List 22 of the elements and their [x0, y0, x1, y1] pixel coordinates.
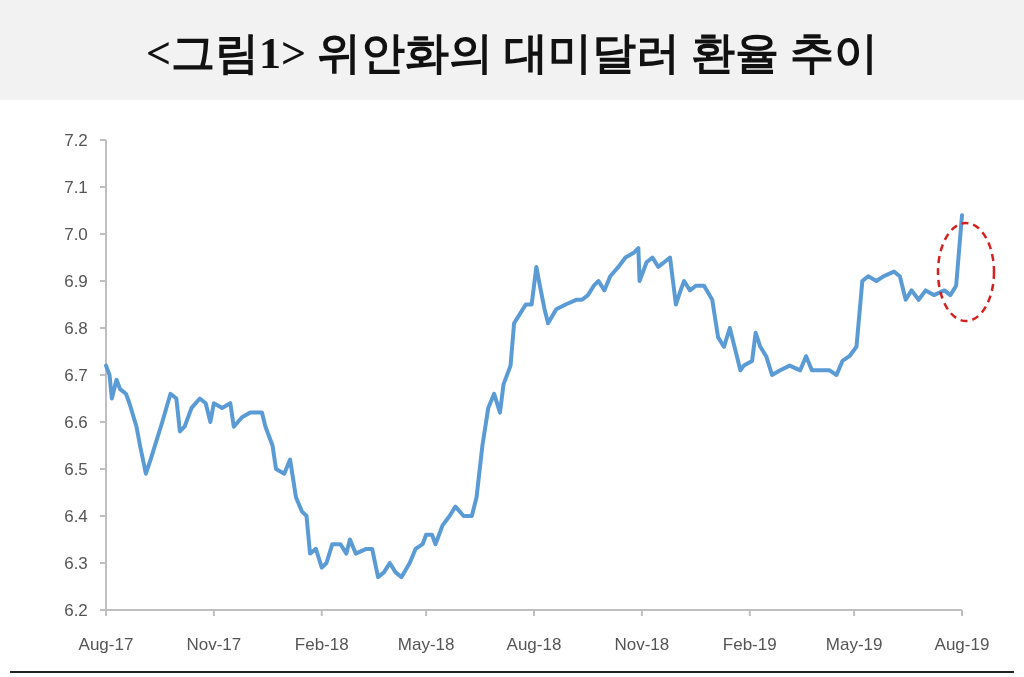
y-tick-label: 6.5	[64, 460, 88, 479]
y-tick-label: 6.2	[64, 601, 88, 620]
x-tick-label: Feb-18	[294, 635, 349, 654]
x-tick-label: May-19	[825, 635, 883, 654]
x-tick-label: Nov-17	[186, 635, 242, 654]
y-tick-label: 7.2	[64, 131, 88, 150]
x-tick-label: Aug-18	[506, 635, 562, 654]
x-tick-label: Feb-19	[722, 635, 777, 654]
y-tick-label: 7.1	[64, 178, 88, 197]
chart-title: <그림1> 위안화의 대미달러 환율 추이	[145, 29, 879, 78]
line-series	[104, 213, 964, 580]
x-tick-label: May-18	[397, 635, 455, 654]
y-tick-label: 6.3	[64, 554, 88, 573]
x-tick-label: Aug-17	[78, 635, 134, 654]
x-tick-label: Aug-19	[934, 635, 990, 654]
y-tick-label: 7.0	[64, 225, 88, 244]
y-tick-label: 6.8	[64, 319, 88, 338]
y-tick-label: 6.7	[64, 366, 88, 385]
y-tick-label: 6.4	[64, 507, 88, 526]
y-tick-label: 6.6	[64, 413, 88, 432]
x-tick-label: Nov-18	[614, 635, 670, 654]
y-tick-label: 6.9	[64, 272, 88, 291]
